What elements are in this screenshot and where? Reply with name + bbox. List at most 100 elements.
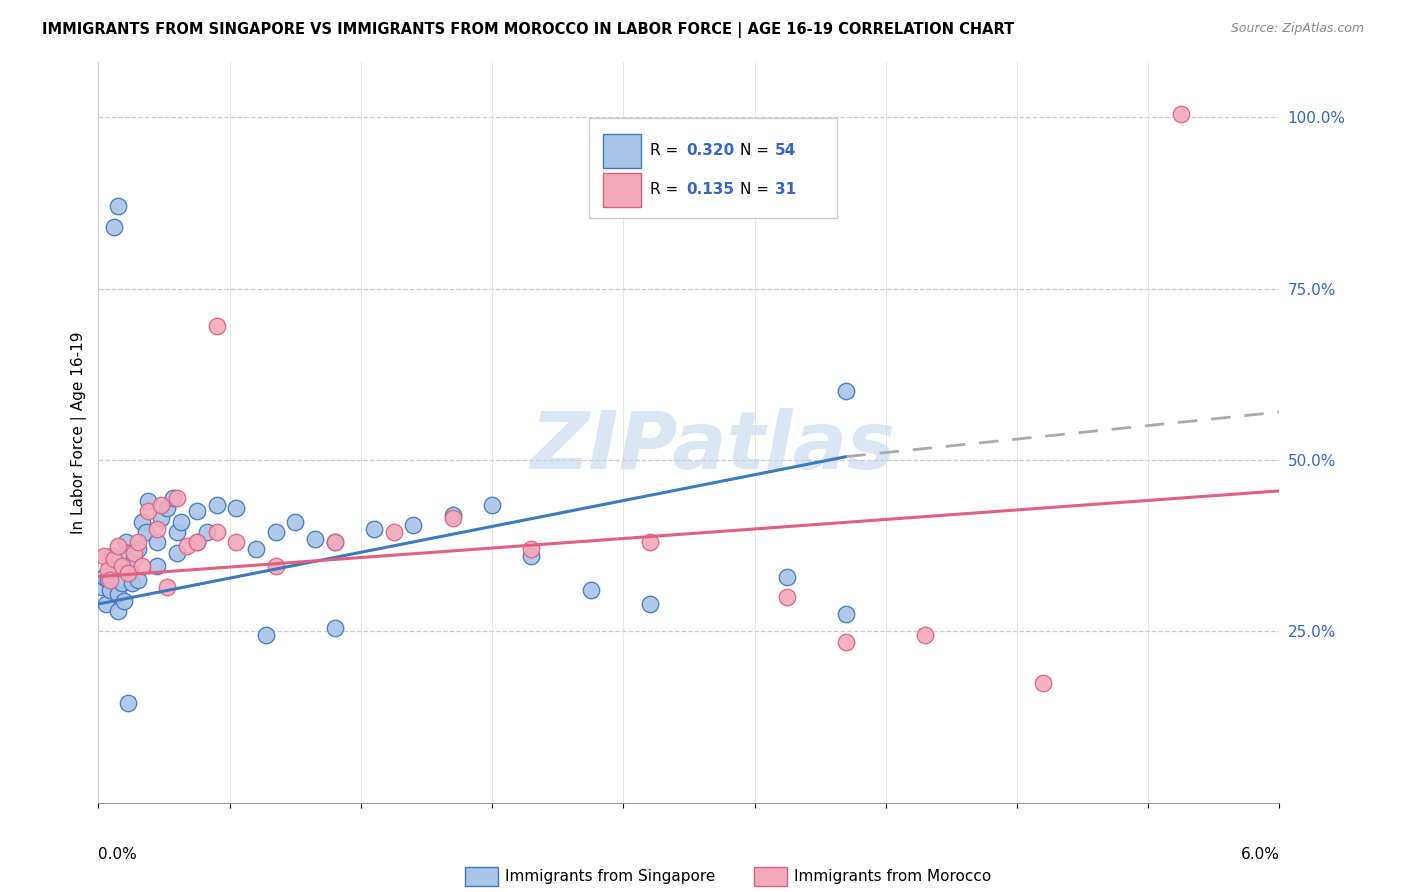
Point: [638, 597, 661, 611]
Point: [122, 545, 145, 559]
Text: ZIPatlas: ZIPatlas: [530, 409, 896, 486]
Point: [112, 593, 135, 607]
Point: [103, 219, 125, 234]
Point: [93, 549, 115, 563]
Bar: [464, 867, 498, 886]
Point: [118, 563, 141, 577]
Point: [97, 563, 120, 577]
Point: [776, 569, 799, 583]
Point: [186, 535, 208, 549]
FancyBboxPatch shape: [589, 118, 837, 218]
Text: Source: ZipAtlas.com: Source: ZipAtlas.com: [1230, 22, 1364, 36]
Text: 54: 54: [775, 143, 796, 158]
Point: [98, 583, 121, 598]
Point: [150, 511, 173, 525]
Point: [195, 524, 218, 539]
Point: [284, 515, 307, 529]
Text: 0.0%: 0.0%: [98, 847, 138, 863]
Point: [520, 542, 543, 557]
Point: [579, 583, 602, 598]
Text: N =: N =: [740, 143, 773, 158]
Point: [96, 597, 118, 611]
Point: [304, 532, 326, 546]
Point: [135, 524, 157, 539]
Point: [97, 573, 120, 587]
Point: [122, 552, 145, 566]
Point: [111, 559, 134, 574]
Point: [835, 384, 858, 399]
Point: [166, 524, 188, 539]
Point: [1170, 107, 1192, 121]
Text: N =: N =: [740, 182, 773, 197]
Point: [205, 524, 228, 539]
Y-axis label: In Labor Force | Age 16-19: In Labor Force | Age 16-19: [72, 331, 87, 534]
Text: R =: R =: [650, 143, 683, 158]
Point: [520, 549, 543, 563]
Text: 0.135: 0.135: [686, 182, 734, 197]
Point: [264, 559, 287, 574]
Point: [1032, 676, 1054, 690]
Point: [441, 508, 464, 522]
Point: [402, 518, 425, 533]
Point: [225, 535, 247, 549]
Point: [91, 580, 114, 594]
Point: [103, 563, 125, 577]
Point: [93, 569, 115, 583]
Point: [127, 573, 149, 587]
Point: [441, 511, 464, 525]
Point: [205, 498, 228, 512]
Point: [323, 535, 346, 549]
Text: 31: 31: [775, 182, 796, 197]
Point: [136, 494, 159, 508]
Point: [156, 580, 179, 594]
Point: [225, 501, 247, 516]
Point: [323, 535, 346, 549]
Point: [107, 604, 129, 618]
Point: [146, 559, 169, 574]
Point: [107, 199, 129, 213]
Text: 0.320: 0.320: [686, 143, 735, 158]
Point: [127, 542, 149, 557]
Point: [136, 504, 159, 518]
Text: R =: R =: [650, 182, 683, 197]
Point: [98, 573, 121, 587]
Point: [264, 524, 287, 539]
Point: [835, 634, 858, 648]
Point: [101, 549, 124, 563]
Point: [162, 491, 184, 505]
Point: [117, 545, 139, 559]
Bar: [603, 134, 641, 168]
Bar: [603, 173, 641, 207]
Point: [638, 535, 661, 549]
Point: [245, 542, 267, 557]
Point: [131, 559, 153, 574]
Point: [481, 498, 503, 512]
Point: [111, 576, 134, 591]
Point: [117, 697, 139, 711]
Point: [166, 545, 188, 559]
Point: [176, 539, 198, 553]
Point: [914, 628, 936, 642]
Point: [254, 628, 277, 642]
Point: [131, 515, 153, 529]
Point: [835, 607, 858, 622]
Point: [363, 522, 385, 536]
Text: Immigrants from Morocco: Immigrants from Morocco: [794, 869, 991, 884]
Point: [150, 498, 173, 512]
Point: [127, 535, 149, 549]
Point: [117, 566, 139, 581]
Point: [107, 539, 129, 553]
Point: [146, 522, 169, 536]
Point: [107, 587, 129, 601]
Point: [121, 576, 143, 591]
Point: [205, 319, 228, 334]
Point: [186, 504, 208, 518]
Point: [186, 535, 208, 549]
Point: [103, 552, 125, 566]
Point: [382, 524, 405, 539]
Bar: [754, 867, 787, 886]
Point: [166, 491, 188, 505]
Point: [156, 501, 179, 516]
Point: [115, 535, 138, 549]
Point: [146, 535, 169, 549]
